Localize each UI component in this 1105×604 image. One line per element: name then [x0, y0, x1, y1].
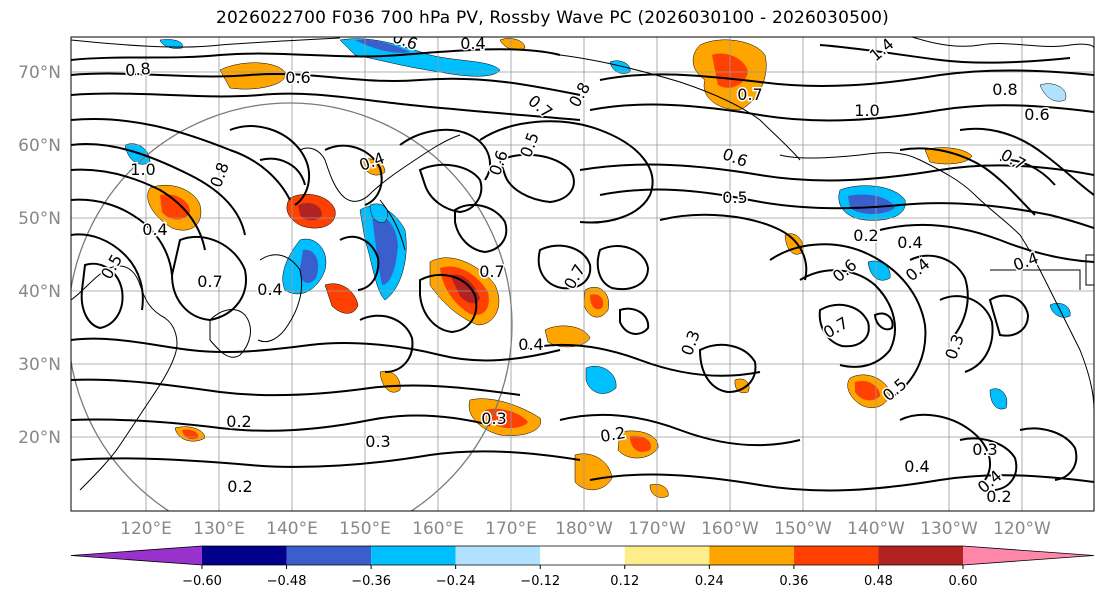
- negative-anomaly: [848, 194, 895, 214]
- positive-anomaly: [298, 203, 322, 221]
- colorbar-segment: [455, 546, 541, 565]
- positive-anomaly: [359, 158, 386, 176]
- lat-label: 20°N: [18, 428, 61, 448]
- positive-anomaly: [450, 274, 480, 304]
- colorbar-segment: [540, 546, 625, 565]
- map-background: [71, 37, 1094, 511]
- positive-anomaly: [160, 194, 190, 220]
- map-frame: [70, 36, 1095, 512]
- lat-label: 30°N: [18, 355, 61, 375]
- contour-label: 0.2: [227, 477, 252, 496]
- negative-anomaly: [585, 366, 617, 394]
- lon-label: 180°W: [555, 519, 613, 539]
- positive-anomaly: [734, 378, 750, 394]
- contour-label: 0.3: [365, 432, 390, 451]
- lon-label: 130°E: [193, 519, 245, 539]
- contour-label: 0.7: [197, 272, 222, 291]
- negative-anomaly: [989, 388, 1008, 410]
- colorbar-tick-label: 0.24: [695, 574, 724, 589]
- negative-anomaly: [124, 143, 151, 165]
- lon-label: 130°W: [920, 519, 978, 539]
- lat-label: 70°N: [18, 63, 61, 83]
- colorbar-segment: [71, 546, 202, 565]
- lon-label: 170°W: [628, 519, 686, 539]
- lon-label: 120°W: [993, 519, 1051, 539]
- contour-label: 0.2: [853, 226, 878, 245]
- colorbar-segment: [624, 546, 710, 565]
- positive-anomaly: [590, 294, 604, 310]
- map-title: 2026022700 F036 700 hPa PV, Rossby Wave …: [216, 8, 889, 28]
- colorbar: −0.60 −0.48 −0.36 −0.24 −0.12 0.12 0.24 0.36 0.4…: [70, 545, 1095, 589]
- contour-label: 0.2: [986, 487, 1011, 506]
- pv-contours: [71, 44, 1094, 492]
- lon-label: 140°W: [847, 519, 905, 539]
- colorbar-tick-label: 0.48: [864, 574, 893, 589]
- positive-anomaly: [924, 147, 973, 165]
- negative-anomaly: [355, 39, 410, 53]
- colorbar-tick-label: 0.12: [610, 574, 639, 589]
- contour-label: 0.7: [479, 262, 504, 281]
- lon-label: 120°E: [120, 519, 172, 539]
- contour-label: 0.2: [226, 412, 251, 431]
- lon-label: 150°W: [774, 519, 832, 539]
- lon-label: 160°W: [701, 519, 759, 539]
- negative-anomaly: [159, 39, 183, 49]
- positive-anomaly: [499, 38, 526, 51]
- lon-label: 140°E: [266, 519, 318, 539]
- contour-label: 0.3: [972, 440, 997, 459]
- lon-label: 160°E: [412, 519, 464, 539]
- colorbar-segment: [286, 546, 372, 565]
- lon-label: 170°E: [485, 519, 537, 539]
- colorbar-segment: [963, 546, 1094, 565]
- colorbar-tick-label: −0.12: [520, 574, 560, 589]
- contour-label: 0.8: [124, 59, 151, 80]
- lat-label: 60°N: [18, 136, 61, 156]
- negative-anomaly: [867, 260, 891, 281]
- colorbar-segment: [709, 546, 794, 565]
- contour-label: 0.4: [904, 457, 929, 476]
- colorbar-tick-label: −0.24: [436, 574, 476, 589]
- contour-label: 0.8: [992, 80, 1017, 99]
- colorbar-segment: [202, 546, 287, 565]
- colorbar-segment: [793, 546, 879, 565]
- contour-label: 0.4: [518, 335, 543, 354]
- colorbar-tick-label: −0.36: [351, 574, 391, 589]
- contour-label: 0.6: [285, 68, 310, 87]
- lat-label: 40°N: [18, 282, 61, 302]
- contour-label: 0.4: [460, 34, 485, 53]
- contour-label: 0.3: [481, 409, 506, 428]
- range-ring: [71, 102, 513, 511]
- contour-label: 0.4: [257, 280, 282, 299]
- contour-label: 0.6: [1024, 105, 1049, 124]
- lat-label: 50°N: [18, 209, 61, 229]
- contour-label: 1.0: [130, 160, 155, 179]
- colorbar-tick-label: 0.60: [949, 574, 978, 589]
- positive-anomaly: [485, 408, 528, 428]
- colorbar-segment: [878, 546, 963, 565]
- colorbar-tick-label: −0.48: [267, 574, 307, 589]
- contour-label: 0.4: [142, 220, 167, 239]
- contour-label: 0.5: [722, 188, 747, 207]
- colorbar-tick-label: 0.36: [779, 574, 808, 589]
- contour-label: 0.4: [897, 233, 922, 252]
- coastlines: [71, 37, 1094, 491]
- lon-label: 150°E: [339, 519, 391, 539]
- positive-anomaly: [855, 380, 880, 401]
- negative-anomaly: [299, 249, 319, 283]
- contour-label: 1.0: [854, 101, 879, 120]
- positive-anomaly: [649, 484, 669, 498]
- contour-label: 0.7: [737, 85, 762, 104]
- negative-anomaly: [1039, 83, 1067, 102]
- positive-anomaly: [630, 435, 651, 452]
- colorbar-tick-label: −0.60: [182, 574, 222, 589]
- colorbar-segment: [371, 546, 456, 565]
- negative-anomaly: [372, 214, 398, 285]
